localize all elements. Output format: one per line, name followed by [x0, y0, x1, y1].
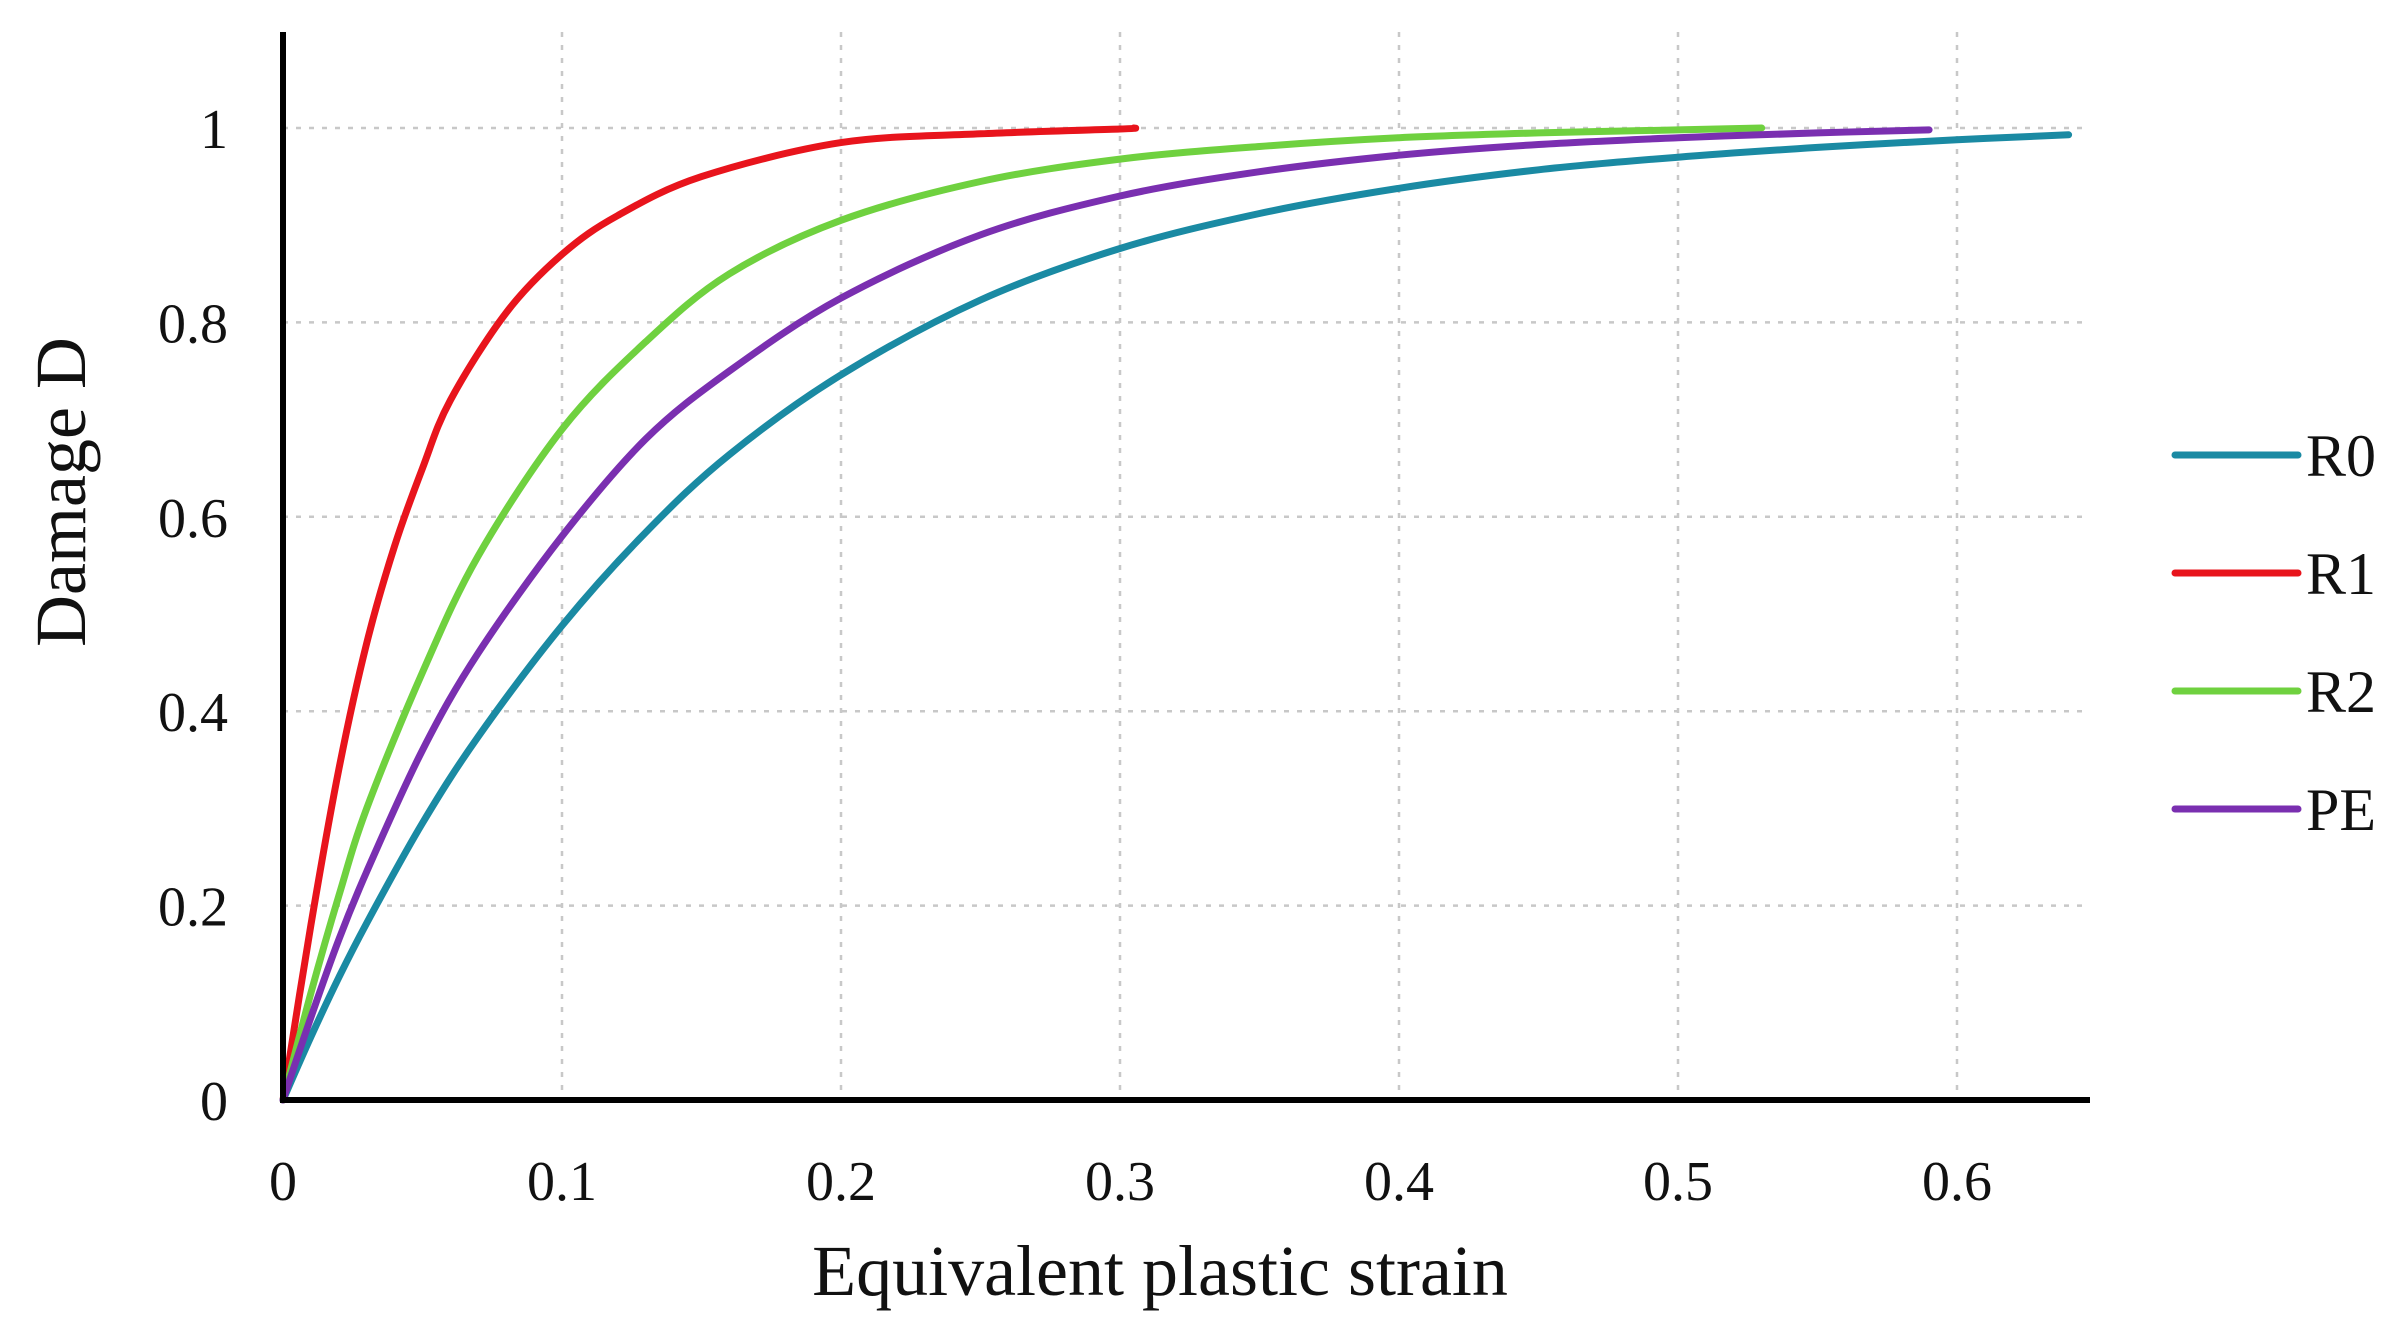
- series-line-r2: [279, 124, 1766, 1104]
- y-tick-labels: 0 0.2 0.4 0.6 0.8 1: [158, 99, 228, 1133]
- series-lines: [279, 124, 2073, 1104]
- x-tick-label: 0.4: [1364, 1151, 1434, 1213]
- y-axis-title: Damage D: [21, 337, 101, 647]
- grid: [283, 32, 2090, 1100]
- legend: R0 R1 R2 PE: [2171, 423, 2376, 843]
- x-axis-title: Equivalent plastic strain: [812, 1231, 1508, 1311]
- legend-label-r0: R0: [2306, 423, 2376, 489]
- y-tick-label: 0.2: [158, 877, 228, 939]
- legend-label-r2: R2: [2306, 659, 2376, 725]
- y-tick-label: 0.6: [158, 488, 228, 550]
- x-tick-label: 0.1: [527, 1151, 597, 1213]
- x-tick-label: 0.2: [806, 1151, 876, 1213]
- axes: [280, 32, 2090, 1103]
- y-tick-label: 0: [200, 1071, 228, 1133]
- y-tick-label: 0.8: [158, 293, 228, 355]
- y-tick-label: 0.4: [158, 682, 228, 744]
- y-tick-label: 1: [200, 99, 228, 161]
- x-tick-label: 0.5: [1643, 1151, 1713, 1213]
- series-line-r0: [279, 131, 2073, 1104]
- x-tick-label: 0.6: [1922, 1151, 1992, 1213]
- legend-label-pe: PE: [2306, 777, 2376, 843]
- x-tick-label: 0: [269, 1151, 297, 1213]
- series-line-pe: [279, 126, 1933, 1104]
- x-tick-label: 0.3: [1085, 1151, 1155, 1213]
- series-line-r1: [279, 124, 1140, 1104]
- x-tick-labels: 0 0.1 0.2 0.3 0.4 0.5 0.6: [269, 1151, 1992, 1213]
- legend-label-r1: R1: [2306, 541, 2376, 607]
